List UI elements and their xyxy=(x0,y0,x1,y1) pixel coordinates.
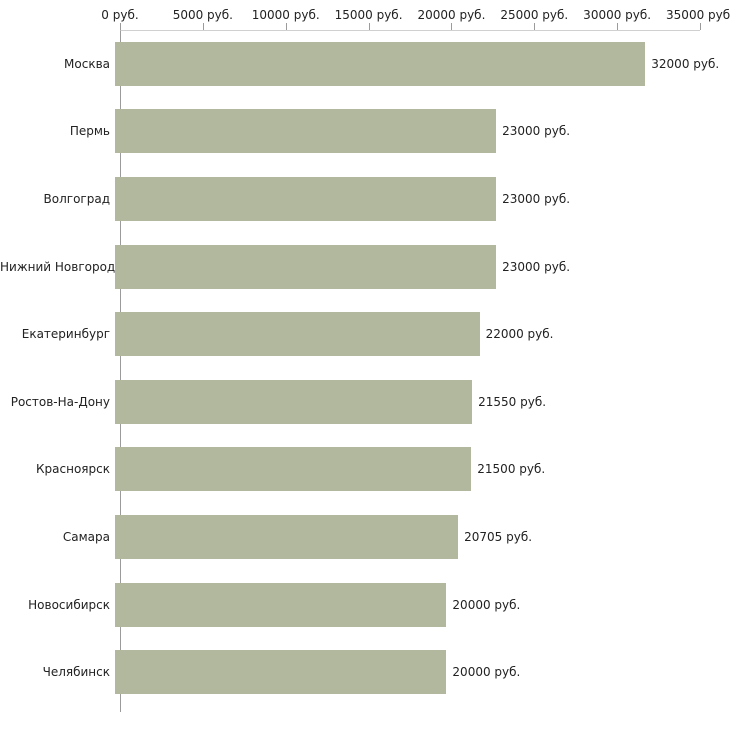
bar xyxy=(115,582,447,627)
bar-row: Москва 32000 руб. xyxy=(0,30,730,98)
bar-area: 21550 руб. xyxy=(115,368,730,436)
value-label: 20000 руб. xyxy=(452,597,521,612)
value-label: 21500 руб. xyxy=(477,462,546,477)
bar-area: 21500 руб. xyxy=(115,436,730,504)
x-axis: 0 руб. 5000 руб. 10000 руб. 15000 руб. 20000… xyxy=(0,0,730,30)
bar-row: Пермь 23000 руб. xyxy=(0,98,730,166)
category-label: Екатеринбург xyxy=(21,327,110,342)
value-label: 23000 руб. xyxy=(502,124,571,139)
value-label: 20705 руб. xyxy=(464,529,533,544)
bar xyxy=(115,176,497,221)
value-label: 21550 руб. xyxy=(478,394,547,409)
bar xyxy=(115,312,480,357)
value-label: 22000 руб. xyxy=(485,327,554,342)
bar-rows: Москва 32000 руб. Пермь 23000 руб. Волгоград… xyxy=(0,30,730,706)
bar-row: Екатеринбург 22000 руб. xyxy=(0,300,730,368)
bar-row: Челябинск 20000 руб. xyxy=(0,638,730,706)
category-label: Самара xyxy=(62,529,110,544)
category-label: Нижний Новгород xyxy=(0,259,116,274)
category-label: Новосибирск xyxy=(28,597,110,612)
bar-area: 22000 руб. xyxy=(115,300,730,368)
bar-area: 20000 руб. xyxy=(115,571,730,639)
x-tick-mark xyxy=(700,23,701,30)
x-tick-label: 30000 руб. xyxy=(583,8,652,22)
bar xyxy=(115,109,497,154)
category-label: Москва xyxy=(64,56,110,71)
x-tick-mark xyxy=(451,23,453,30)
bar-row: Нижний Новгород 23000 руб. xyxy=(0,233,730,301)
bar-area: 32000 руб. xyxy=(115,30,730,98)
bar-row: Самара 20705 руб. xyxy=(0,503,730,571)
bar xyxy=(115,650,447,695)
bar-row: Ростов-На-Дону 21550 руб. xyxy=(0,368,730,436)
x-tick-label: 25000 руб. xyxy=(500,8,569,22)
category-label: Челябинск xyxy=(42,665,110,680)
bar-row: Красноярск 21500 руб. xyxy=(0,436,730,504)
value-label: 20000 руб. xyxy=(452,665,521,680)
x-tick-mark xyxy=(285,23,287,30)
bar xyxy=(115,244,497,289)
x-tick-label: 35000 руб. xyxy=(666,8,730,22)
bar xyxy=(115,41,646,86)
value-label: 32000 руб. xyxy=(651,56,720,71)
bar-area: 23000 руб. xyxy=(115,165,730,233)
x-tick-label: 20000 руб. xyxy=(417,8,486,22)
bar-area: 20000 руб. xyxy=(115,638,730,706)
x-tick-mark xyxy=(368,23,370,30)
category-label: Ростов-На-Дону xyxy=(10,394,110,409)
value-label: 23000 руб. xyxy=(502,259,571,274)
x-tick-label: 5000 руб. xyxy=(172,8,233,22)
x-tick-label: 10000 руб. xyxy=(251,8,320,22)
bar-area: 23000 руб. xyxy=(115,233,730,301)
category-label: Волгоград xyxy=(43,191,110,206)
x-tick-mark xyxy=(120,23,121,30)
bar xyxy=(115,447,472,492)
bar-row: Волгоград 23000 руб. xyxy=(0,165,730,233)
category-label: Красноярск xyxy=(36,462,110,477)
x-tick-label: 0 руб. xyxy=(101,8,139,22)
bar-area: 20705 руб. xyxy=(115,503,730,571)
bar-row: Новосибирск 20000 руб. xyxy=(0,571,730,639)
bar xyxy=(115,514,459,559)
bar-area: 23000 руб. xyxy=(115,98,730,166)
category-label: Пермь xyxy=(69,124,110,139)
value-label: 23000 руб. xyxy=(502,191,571,206)
x-tick-mark xyxy=(617,23,619,30)
x-tick-label: 15000 руб. xyxy=(334,8,403,22)
x-tick-mark xyxy=(534,23,536,30)
bar xyxy=(115,379,473,424)
x-tick-mark xyxy=(202,23,204,30)
